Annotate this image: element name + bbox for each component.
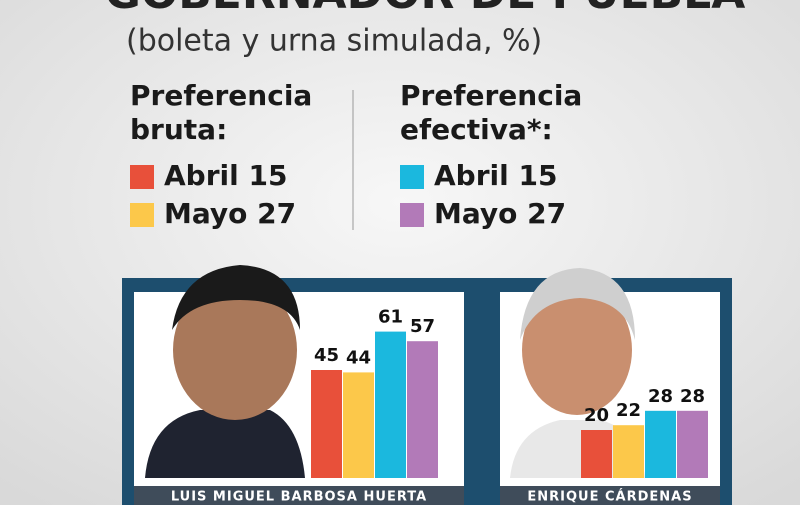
value-label: 61 — [378, 307, 403, 328]
legend-swatch — [130, 165, 154, 189]
value-label: 44 — [346, 347, 371, 368]
bar — [407, 341, 438, 478]
name-bar — [134, 486, 464, 505]
bar — [375, 331, 406, 478]
value-label: 20 — [584, 405, 609, 426]
bar — [581, 430, 612, 478]
value-label: 57 — [410, 316, 435, 337]
bar — [645, 410, 676, 478]
bar — [613, 425, 644, 478]
value-label: 45 — [314, 345, 339, 366]
legend-group-title: Preferencia efectiva*: — [400, 79, 582, 146]
title: GOBERNADOR DE PUEBLA — [105, 0, 746, 19]
candidate-name: LUIS MIGUEL BARBOSA HUERTA — [171, 490, 427, 505]
candidate-name: ENRIQUE CÁRDENAS — [527, 489, 692, 505]
bar — [677, 410, 708, 478]
name-bar — [500, 486, 720, 505]
subtitle: (boleta y urna simulada, %) — [126, 24, 542, 59]
legend-label: Mayo 27 — [164, 197, 296, 230]
value-label: 28 — [648, 386, 673, 407]
legend-label: Abril 15 — [434, 159, 557, 192]
value-label: 28 — [680, 386, 705, 407]
legend-label: Mayo 27 — [434, 197, 566, 230]
legend-swatch — [400, 203, 424, 227]
bar — [343, 372, 374, 478]
legend-swatch — [400, 165, 424, 189]
value-label: 22 — [616, 400, 641, 421]
legend-label: Abril 15 — [164, 159, 287, 192]
bar — [311, 370, 342, 478]
legend-swatch — [130, 203, 154, 227]
legend-group-title: Preferencia bruta: — [130, 79, 312, 146]
candidate-photo — [145, 265, 305, 478]
